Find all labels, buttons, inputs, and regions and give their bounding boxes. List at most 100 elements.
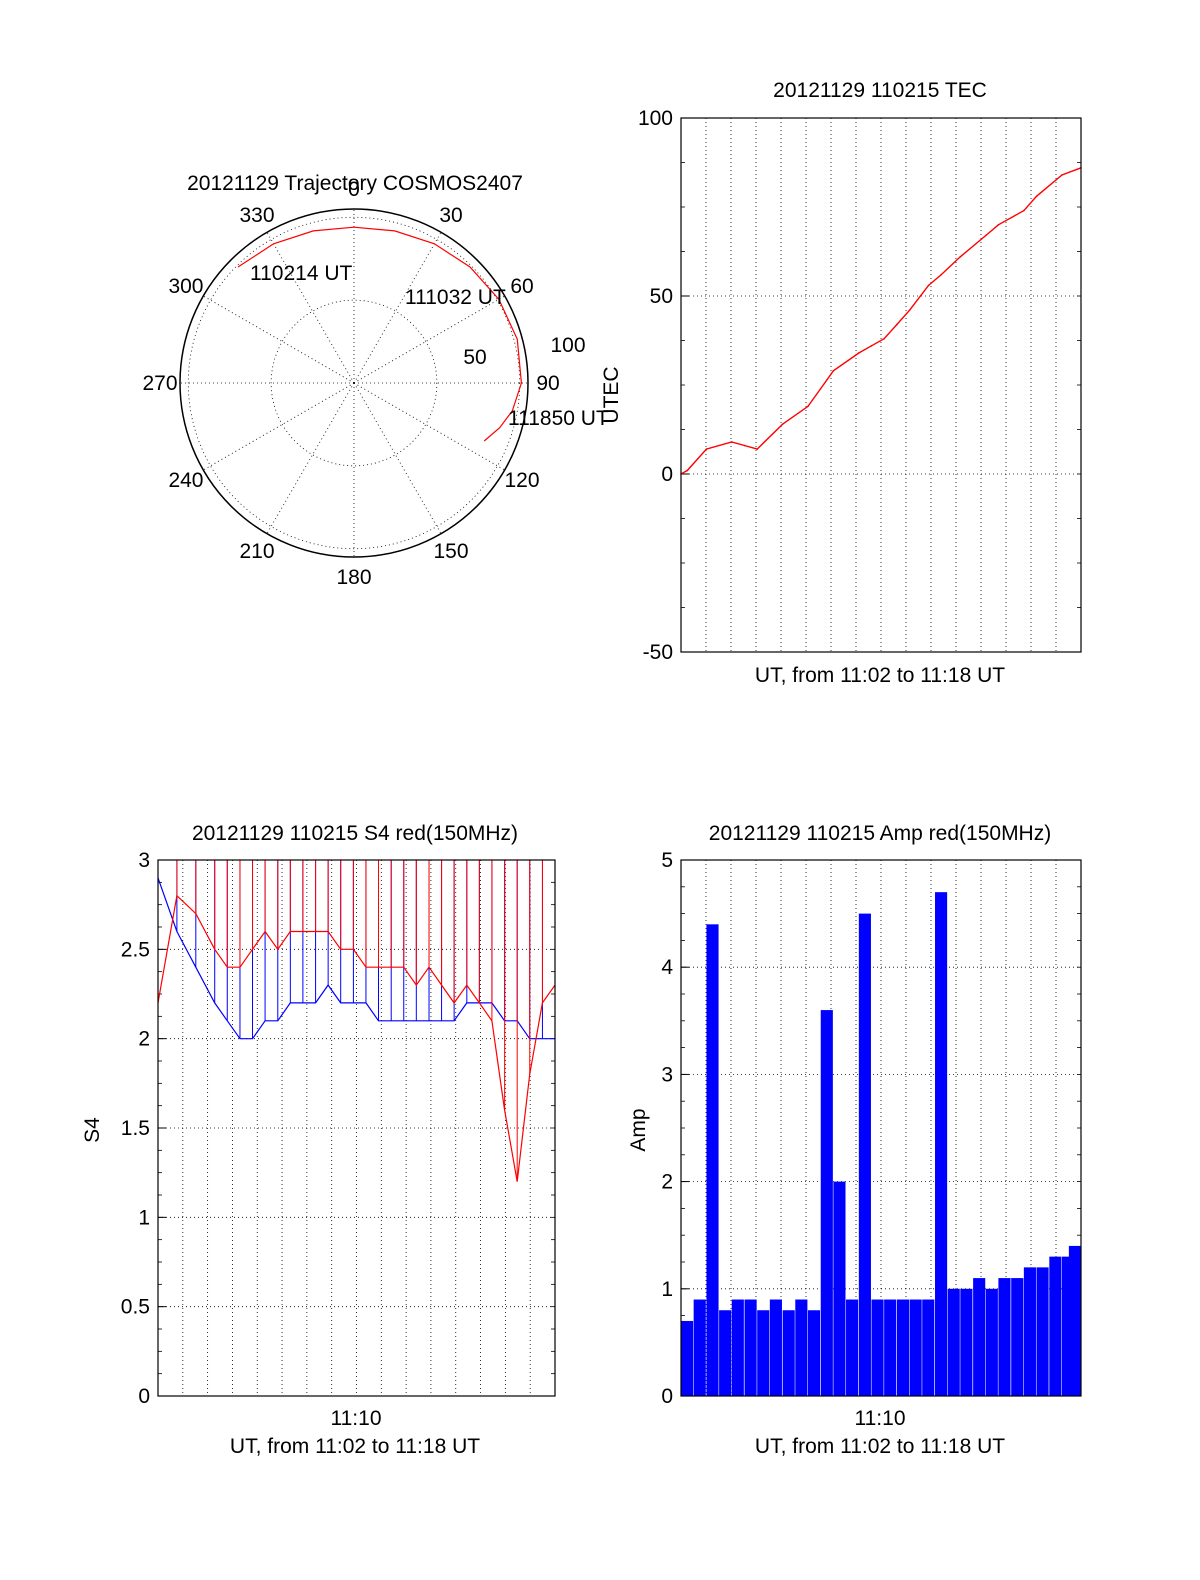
polar-spoke-60 bbox=[353, 295, 505, 384]
y-tick-label: 0.5 bbox=[121, 1296, 150, 1319]
y-tick-label: 100 bbox=[638, 107, 673, 130]
amp-bar bbox=[681, 1320, 694, 1396]
amp-bar bbox=[960, 1288, 973, 1396]
s4-series-line-1 bbox=[157, 894, 556, 1182]
polar-azimuth-labels: 0 30 60 90 120 150 180 210 240 270 300 330 bbox=[142, 178, 559, 589]
y-tick-label: 0 bbox=[661, 1385, 673, 1408]
y-tick-label: 50 bbox=[650, 285, 673, 308]
y-tick-label: 5 bbox=[661, 849, 673, 872]
y-tick-label: 4 bbox=[661, 956, 673, 979]
tec-point bbox=[1023, 209, 1025, 212]
y-tick-label: 3 bbox=[661, 1063, 673, 1086]
s4-chart: 20121129 110215 S4 red(150MHz) 3 2.5 2 1.5 1… bbox=[81, 822, 556, 1458]
y-tick-label: 1 bbox=[138, 1206, 150, 1229]
tec-point bbox=[870, 345, 873, 347]
polar-radius-label-100: 100 bbox=[550, 334, 585, 357]
amp-bar bbox=[896, 1299, 910, 1396]
trajectory-polar-plot: 20121129 Trajectory COSMOS2407 0 30 60 90 12… bbox=[142, 172, 608, 589]
tec-point bbox=[883, 337, 885, 340]
polar-azimuth-label: 180 bbox=[336, 566, 371, 589]
tec-point bbox=[781, 423, 784, 425]
tec-grid bbox=[681, 118, 1081, 652]
amp-bar bbox=[807, 1310, 821, 1396]
polar-azimuth-label: 300 bbox=[168, 275, 203, 298]
trajectory-line bbox=[237, 226, 523, 442]
amp-bar bbox=[846, 1299, 859, 1396]
polar-azimuth-label: 0 bbox=[348, 178, 360, 201]
amp-bar bbox=[1049, 1256, 1062, 1396]
y-tick-label: 2 bbox=[138, 1028, 150, 1051]
trajectory-end-label: 111850 UT bbox=[508, 407, 609, 430]
tec-point bbox=[730, 441, 733, 443]
amp-bar bbox=[1036, 1267, 1049, 1396]
amp-bar bbox=[1011, 1278, 1024, 1396]
polar-azimuth-label: 120 bbox=[504, 469, 539, 492]
tec-point bbox=[743, 444, 746, 447]
polar-azimuth-label: 60 bbox=[510, 275, 533, 298]
tec-x-axis-label: UT, from 11:02 to 11:18 UT bbox=[755, 664, 1005, 687]
amp-grid bbox=[681, 860, 1081, 1396]
tec-point bbox=[807, 405, 809, 408]
polar-outer-circle bbox=[179, 208, 529, 558]
polar-ring-0 bbox=[270, 299, 438, 467]
tec-series bbox=[680, 167, 1082, 475]
tec-chart: 20121129 110215 TEC 100 50 0 -50 UT, from 1… bbox=[600, 79, 1082, 687]
y-tick-label: 1 bbox=[661, 1278, 673, 1301]
amp-bar bbox=[884, 1299, 897, 1396]
s4-x-axis-label: UT, from 11:02 to 11:18 UT bbox=[230, 1435, 480, 1458]
polar-spoke-240 bbox=[203, 382, 355, 471]
y-tick-label: -50 bbox=[643, 641, 673, 664]
polar-spoke-150 bbox=[353, 382, 442, 534]
tec-point bbox=[686, 469, 689, 472]
polar-grid bbox=[179, 208, 529, 558]
tec-point bbox=[908, 309, 911, 312]
tec-plot-frame bbox=[680, 117, 1082, 653]
amp-x-axis-label: UT, from 11:02 to 11:18 UT bbox=[755, 1435, 1005, 1458]
amp-title: 20121129 110215 Amp red(150MHz) bbox=[709, 822, 1051, 845]
polar-spoke-30 bbox=[353, 232, 442, 384]
polar-azimuth-label: 240 bbox=[168, 469, 203, 492]
tec-point bbox=[705, 448, 708, 450]
polar-radius-label-50: 50 bbox=[463, 346, 486, 369]
tec-point bbox=[858, 352, 860, 354]
tec-point bbox=[1035, 195, 1038, 198]
y-tick-label: 2 bbox=[661, 1171, 673, 1194]
polar-spoke-300 bbox=[203, 295, 355, 384]
tec-point bbox=[940, 273, 943, 276]
y-tick-label: 0 bbox=[138, 1385, 150, 1408]
amp-bar bbox=[693, 1299, 706, 1396]
polar-ring-1 bbox=[187, 216, 521, 550]
tec-point bbox=[819, 387, 822, 390]
amp-bar bbox=[719, 1310, 732, 1396]
tec-title: 20121129 110215 TEC bbox=[773, 79, 987, 102]
s4-plot-frame bbox=[157, 859, 556, 1397]
tec-y-axis-label: UTEC bbox=[600, 366, 623, 423]
amp-bar bbox=[1068, 1267, 1081, 1396]
y-tick-label: 2.5 bbox=[121, 938, 150, 961]
amp-bar bbox=[909, 1299, 922, 1396]
tec-series-line bbox=[680, 167, 1082, 475]
s4-series-line-0 bbox=[157, 877, 555, 1040]
amp-bar bbox=[782, 1310, 795, 1396]
y-tick-label: 3 bbox=[138, 849, 150, 872]
tec-point bbox=[997, 224, 1000, 226]
amp-plot-frame bbox=[680, 859, 1082, 1397]
amp-bar bbox=[795, 1299, 808, 1396]
tec-point bbox=[756, 448, 758, 450]
tec-point bbox=[927, 284, 930, 287]
polar-azimuth-label: 30 bbox=[439, 204, 462, 227]
trajectory-start-label: 110214 UT bbox=[250, 262, 353, 285]
polar-azimuth-label: 90 bbox=[536, 372, 559, 395]
amp-bar bbox=[935, 892, 948, 1396]
y-tick-label: 0 bbox=[661, 463, 673, 486]
polar-azimuth-label: 150 bbox=[433, 540, 468, 563]
amp-bar bbox=[871, 1299, 884, 1396]
amp-bar bbox=[922, 1299, 935, 1396]
amp-bar bbox=[744, 1299, 757, 1396]
amp-bar bbox=[833, 1181, 846, 1396]
amp-bar bbox=[820, 1010, 833, 1396]
amp-bar bbox=[731, 1299, 744, 1396]
amp-bar bbox=[706, 924, 719, 1396]
y-tick-label: 1.5 bbox=[121, 1117, 150, 1140]
